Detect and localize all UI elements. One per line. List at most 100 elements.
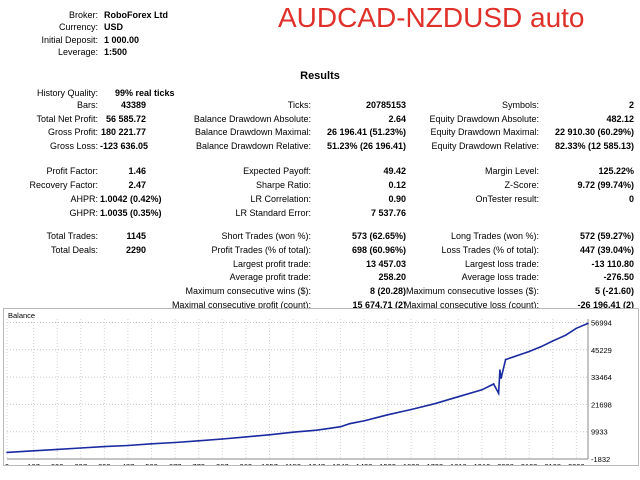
x-tick-label: 1152	[285, 462, 301, 465]
x-tick-label: 1057	[261, 462, 278, 465]
x-tick-label: 297	[74, 462, 87, 465]
balance-data-point	[492, 383, 495, 385]
x-tick-label: 2008	[497, 462, 514, 465]
x-tick-label: 1247	[308, 462, 325, 465]
balance-data-point	[292, 431, 294, 434]
col2-value: 0.90	[388, 194, 406, 204]
x-tick-label: 772	[192, 462, 205, 465]
col3-value: -276.50	[603, 272, 634, 282]
overlay-title: AUDCAD-NZDUSD auto	[278, 2, 585, 33]
col1-label: Total Net Profit:	[36, 114, 98, 124]
col1-value: 1.0035 (0.35%)	[100, 208, 162, 218]
y-tick-label: 21698	[591, 400, 612, 409]
balance-data-point	[174, 441, 176, 444]
x-tick-label: 1343	[332, 462, 349, 465]
x-tick-label: 582	[145, 462, 158, 465]
col1-label: Total Trades:	[46, 231, 98, 241]
col3-value: -26 196.41 (2)	[577, 300, 634, 310]
col1-label: Profit Factor:	[46, 166, 98, 176]
col3-label: Margin Level:	[484, 166, 539, 176]
col3-label: Maximal consecutive loss (count):	[403, 300, 539, 310]
col3-label: Loss Trades (% of total):	[441, 245, 539, 255]
col1-value: 180 221.77	[100, 127, 146, 137]
balance-data-point	[434, 402, 436, 405]
balance-data-point	[497, 392, 500, 395]
col2-value: 13 457.03	[365, 259, 406, 269]
balance-chart: Balance 56994 45229 33464 21698 9933 -1832 0 107…	[3, 308, 639, 466]
x-tick-label: 202	[51, 462, 64, 465]
balance-data-point	[268, 433, 271, 436]
col2-label: Average profit trade:	[229, 272, 311, 282]
col2-label: Balance Drawdown Maximal:	[194, 127, 311, 137]
balance-data-point	[575, 327, 578, 330]
balance-data-point	[6, 451, 8, 454]
col3-label: Average loss trade:	[461, 272, 539, 282]
col2-label: LR Standard Error:	[235, 208, 311, 218]
balance-data-point	[481, 388, 483, 391]
col2-label: Sharpe Ratio:	[255, 180, 311, 190]
col1-label: Gross Profit:	[47, 127, 98, 137]
balance-data-point	[79, 447, 82, 449]
col2-value: 51.23% (26 196.41)	[326, 141, 406, 151]
balance-data-point	[127, 444, 129, 447]
x-tick-label: 867	[216, 462, 229, 465]
chart-title: Balance	[8, 311, 35, 320]
col3-value: 2	[628, 100, 634, 110]
balance-data-point	[339, 425, 342, 428]
col1-value: 99% real ticks	[115, 88, 175, 98]
col2-value: 20785153	[365, 100, 406, 110]
col2-label: Maximal consecutive profit (count):	[171, 300, 311, 310]
y-tick-label: 45229	[591, 346, 612, 355]
col2-value: 26 196.41 (51.23%)	[326, 127, 406, 137]
col2-value: 15 674.71 (2)	[352, 300, 406, 310]
results-title: Results	[300, 70, 340, 82]
col3-value: 5 (-21.60)	[594, 286, 634, 296]
x-tick-label: 487	[122, 462, 135, 465]
col2-value: 573 (62.65%)	[351, 231, 406, 241]
col1-value: 1145	[126, 231, 146, 241]
balance-data-point	[564, 334, 567, 337]
header-label: Initial Deposit:	[41, 35, 98, 45]
col3-label: Z-Score:	[504, 180, 539, 190]
balance-data-point	[499, 369, 501, 371]
balance-data-point	[504, 358, 507, 361]
balance-data-point	[551, 340, 554, 342]
balance-data-point	[363, 420, 365, 422]
col3-label: Long Trades (won %):	[450, 231, 539, 241]
col2-value: 2.64	[388, 114, 406, 124]
col1-value: 2290	[125, 245, 146, 255]
balance-data-point	[245, 436, 247, 438]
col2-label: Ticks:	[287, 100, 311, 110]
y-tick-label: 9933	[591, 428, 608, 437]
header-label: Leverage:	[57, 47, 98, 57]
header-value: 1:500	[104, 47, 128, 57]
x-tick-label: 107	[27, 462, 40, 465]
col1-value: 1.46	[128, 166, 146, 176]
x-tick-label: 2103	[521, 462, 538, 465]
col3-label: OnTester result:	[475, 194, 539, 204]
balance-data-point	[540, 346, 542, 348]
balance-data-point	[457, 395, 460, 398]
balance-data-point	[32, 450, 35, 452]
col3-value: 482.12	[606, 114, 634, 124]
x-tick-label: 1628	[403, 462, 420, 465]
col2-value: 8 (20.28)	[369, 286, 406, 296]
header-value: 1 000.00	[104, 35, 140, 45]
y-tick-label: 56994	[591, 318, 612, 327]
x-tick-label: 0	[5, 462, 9, 465]
balance-data-point	[500, 377, 502, 379]
col3-value: 9.72 (99.74%)	[577, 180, 634, 190]
col1-value: -123 636.05	[100, 141, 149, 151]
header-label: Currency:	[58, 22, 98, 32]
col3-label: Maximum consecutive losses ($):	[405, 286, 539, 296]
balance-data-point	[197, 440, 200, 442]
col3-value: 0	[628, 194, 634, 204]
col1-value: 56 585.72	[105, 114, 146, 124]
col2-value: 49.42	[383, 166, 406, 176]
col3-value: 125.22%	[598, 166, 634, 176]
col2-value: 0.12	[388, 180, 406, 190]
col2-label: Balance Drawdown Relative:	[195, 141, 311, 151]
col2-value: 7 537.76	[370, 208, 406, 218]
header-value: RoboForex Ltd	[104, 10, 168, 20]
